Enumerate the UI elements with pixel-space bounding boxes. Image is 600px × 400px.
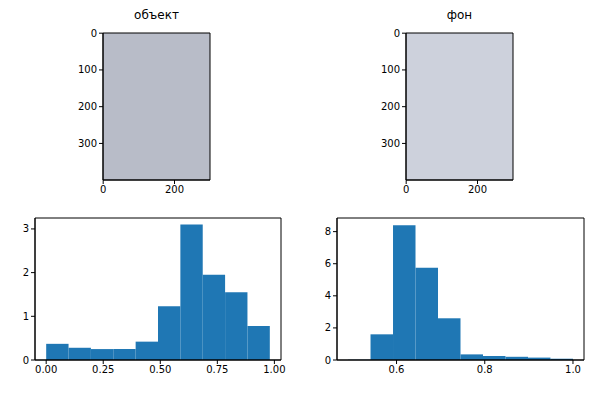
svg-text:100: 100 xyxy=(78,64,97,75)
svg-text:300: 300 xyxy=(381,138,400,149)
svg-text:8: 8 xyxy=(325,226,331,237)
svg-text:300: 300 xyxy=(78,138,97,149)
svg-text:6: 6 xyxy=(325,258,331,269)
svg-text:0: 0 xyxy=(23,355,29,366)
svg-text:200: 200 xyxy=(381,101,400,112)
svg-text:200: 200 xyxy=(468,184,487,195)
svg-text:2: 2 xyxy=(23,267,29,278)
svg-text:0.75: 0.75 xyxy=(206,364,228,375)
html-text:фон: фон xyxy=(446,8,473,22)
svg-text:0.8: 0.8 xyxy=(477,364,493,375)
svg-text:0: 0 xyxy=(91,28,97,39)
svg-text:0: 0 xyxy=(100,184,106,195)
svg-text:1.0: 1.0 xyxy=(565,364,581,375)
svg-text:0: 0 xyxy=(325,355,331,366)
html-text:объект: объект xyxy=(134,8,179,22)
svg-text:0.00: 0.00 xyxy=(35,364,57,375)
svg-text:0: 0 xyxy=(403,184,409,195)
svg-text:200: 200 xyxy=(165,184,184,195)
svg-text:0.25: 0.25 xyxy=(92,364,114,375)
svg-text:3: 3 xyxy=(23,223,29,234)
svg-text:0.6: 0.6 xyxy=(389,364,405,375)
svg-text:4: 4 xyxy=(325,290,331,301)
svg-text:0: 0 xyxy=(394,28,400,39)
svg-text:1: 1 xyxy=(23,311,29,322)
svg-text:0.50: 0.50 xyxy=(149,364,171,375)
svg-text:1.00: 1.00 xyxy=(263,364,285,375)
svg-text:100: 100 xyxy=(381,64,400,75)
svg-text:2: 2 xyxy=(325,322,331,333)
svg-text:200: 200 xyxy=(78,101,97,112)
